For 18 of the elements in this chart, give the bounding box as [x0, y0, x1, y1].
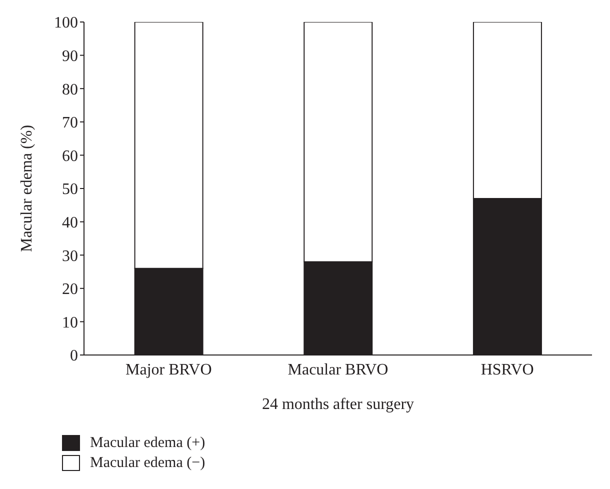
y-tick-label: 80 — [62, 81, 78, 98]
x-tick-label: Major BRVO — [126, 361, 212, 378]
y-tick-label: 90 — [62, 48, 78, 65]
legend-label: Macular edema (+) — [90, 434, 206, 452]
legend-label: Macular edema (−) — [90, 454, 206, 472]
x-tick-label: HSRVO — [480, 361, 534, 378]
y-tick-label: 100 — [54, 14, 78, 32]
y-tick-label: 50 — [62, 181, 78, 198]
y-tick-label: 20 — [62, 281, 78, 298]
x-tick-label: Macular BRVO — [288, 361, 388, 378]
y-axis-title: Macular edema (%) — [18, 124, 36, 252]
y-tick-label: 60 — [62, 148, 78, 165]
y-tick-label: 0 — [70, 348, 78, 365]
y-tick-label: 10 — [62, 314, 78, 332]
y-tick-label: 40 — [62, 214, 78, 232]
x-axis-title: 24 months after surgery — [262, 396, 414, 413]
y-tick-label: 70 — [62, 114, 78, 132]
y-tick-label: 30 — [62, 248, 78, 265]
